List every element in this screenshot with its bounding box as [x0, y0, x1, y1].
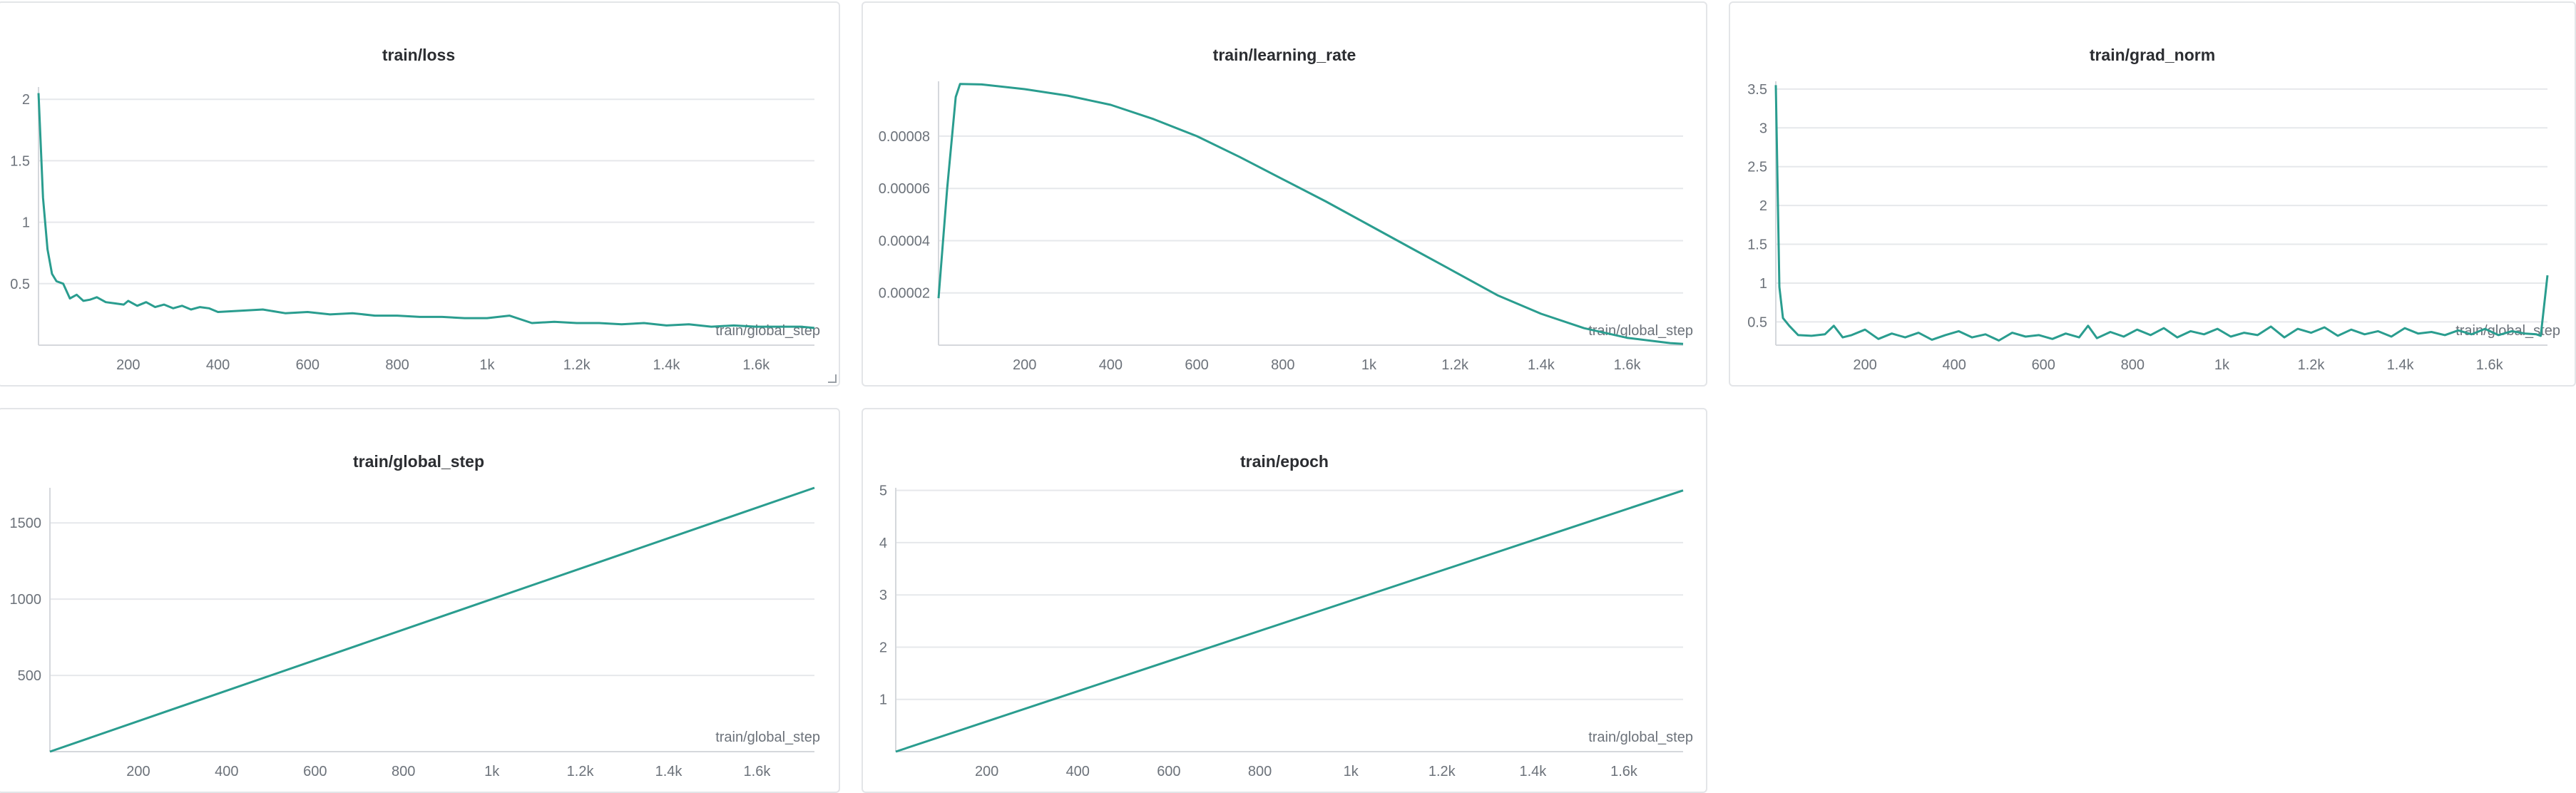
x-tick-label: 1.6k [744, 764, 772, 779]
x-tick-label: 1.6k [2476, 357, 2504, 373]
x-tick-label: 1k [1361, 357, 1377, 373]
chart-panel-loss[interactable]: train/loss 0.5 1 1.5 2 200 400 600 800 1k 1.2k 1.4… [0, 1, 840, 387]
y-tick-label: 2 [1759, 198, 1767, 214]
y-tick-label: 1.5 [10, 153, 30, 169]
x-tick-label: 1.6k [742, 357, 770, 373]
x-tick-label: 1.2k [1441, 357, 1469, 373]
x-tick-label: 1.2k [563, 357, 591, 373]
y-tick-label: 0.00002 [879, 286, 930, 302]
y-tick-label: 3 [1759, 121, 1767, 136]
chart-panel-epoch[interactable]: train/epoch 1 2 3 4 5 200 400 600 800 1k 1.2k 1.4k 1… [862, 408, 1707, 793]
y-tick-label: 3.5 [1747, 82, 1767, 98]
x-tick-label: 1k [479, 357, 495, 373]
y-tick-label: 0.00004 [879, 233, 930, 249]
y-tick-label: 0.00008 [879, 129, 930, 145]
x-tick-label: 800 [1248, 764, 1272, 779]
x-tick-label: 400 [1099, 357, 1123, 373]
x-tick-label: 200 [1013, 357, 1036, 373]
chart-svg-learning-rate: 0.00002 0.00004 0.00006 0.00008 200 400 600 800… [879, 81, 1693, 373]
x-tick-label: 1k [1344, 764, 1359, 779]
x-tick-label: 1.4k [1520, 764, 1548, 779]
x-tick-label: 200 [116, 357, 140, 373]
x-tick-label: 1.2k [1428, 764, 1456, 779]
x-tick-label: 400 [1066, 764, 1090, 779]
y-tick-label: 1500 [10, 516, 42, 531]
y-tick-label: 1 [22, 215, 30, 231]
chart-title: train/epoch [1240, 452, 1329, 471]
x-tick-label: 400 [215, 764, 238, 779]
y-tick-label: 1 [1759, 276, 1767, 292]
y-tick-label: 3 [879, 588, 887, 603]
x-tick-label: 400 [1942, 357, 1966, 373]
y-tick-label: 0.00006 [879, 181, 930, 197]
y-tick-label: 1000 [10, 592, 42, 608]
chart-title: train/learning_rate [1212, 46, 1356, 64]
x-tick-label: 200 [126, 764, 150, 779]
x-tick-label: 1.6k [1614, 357, 1642, 373]
x-axis-label: train/global_step [1588, 323, 1693, 339]
y-tick-label: 4 [879, 536, 887, 551]
x-tick-label: 200 [975, 764, 998, 779]
x-tick-label: 1.4k [653, 357, 681, 373]
x-tick-label: 200 [1853, 357, 1876, 373]
x-tick-label: 1.2k [567, 764, 595, 779]
x-tick-label: 800 [1271, 357, 1294, 373]
chart-panel-global-step[interactable]: train/global_step 500 1000 1500 200 400 600 80… [0, 408, 840, 793]
y-tick-label: 0.5 [10, 277, 30, 292]
series-line [49, 486, 815, 753]
x-tick-label: 1.4k [2387, 357, 2415, 373]
x-tick-label: 600 [1157, 764, 1180, 779]
x-axis-label: train/global_step [2455, 323, 2560, 339]
resize-handle-icon[interactable] [828, 374, 837, 383]
x-tick-label: 800 [2121, 357, 2145, 373]
chart-svg-global-step: 500 1000 1500 200 400 600 800 1k 1.2k 1.4k 1.6k tra… [10, 486, 820, 779]
series-line [937, 83, 1684, 345]
y-tick-label: 0.5 [1747, 314, 1767, 330]
x-tick-label: 1.4k [655, 764, 683, 779]
y-tick-label: 2 [879, 640, 887, 655]
x-tick-label: 600 [1185, 357, 1208, 373]
x-axis-label: train/global_step [1588, 730, 1693, 745]
series-line [1774, 85, 2549, 342]
x-tick-label: 600 [2032, 357, 2055, 373]
x-tick-label: 1k [484, 764, 500, 779]
chart-title: train/grad_norm [2089, 46, 2216, 64]
chart-svg-grad-norm: 0.5 1 1.5 2 2.5 3 3.5 200 400 600 800 1k 1.2k 1.4k 1.6… [1747, 81, 2560, 373]
x-axis-label: train/global_step [715, 730, 820, 745]
y-tick-label: 5 [879, 484, 887, 499]
chart-svg-epoch: 1 2 3 4 5 200 400 600 800 1k 1.2k 1.4k 1.6k train/glo… [879, 484, 1693, 779]
chart-panel-grad-norm[interactable]: train/grad_norm 0.5 1 1.5 2 2.5 3 3.5 200 400 600… [1729, 1, 2576, 387]
y-tick-label: 2.5 [1747, 160, 1767, 175]
chart-title: train/global_step [352, 452, 485, 471]
x-tick-label: 1.4k [1528, 357, 1555, 373]
x-tick-label: 600 [303, 764, 327, 779]
x-tick-label: 1k [2214, 357, 2230, 373]
x-tick-label: 800 [392, 764, 415, 779]
y-tick-label: 2 [22, 92, 30, 108]
y-tick-label: 500 [18, 668, 41, 684]
series-line [37, 93, 815, 329]
x-tick-label: 1.6k [1610, 764, 1638, 779]
chart-panel-learning-rate[interactable]: train/learning_rate 0.00002 0.00004 0.0000… [862, 1, 1707, 387]
x-tick-label: 1.2k [2298, 357, 2326, 373]
series-line [895, 489, 1684, 753]
y-tick-label: 1.5 [1747, 237, 1767, 253]
chart-title: train/loss [382, 46, 456, 64]
x-tick-label: 400 [206, 357, 230, 373]
x-tick-label: 600 [296, 357, 320, 373]
x-tick-label: 800 [385, 357, 409, 373]
y-tick-label: 1 [879, 692, 887, 708]
